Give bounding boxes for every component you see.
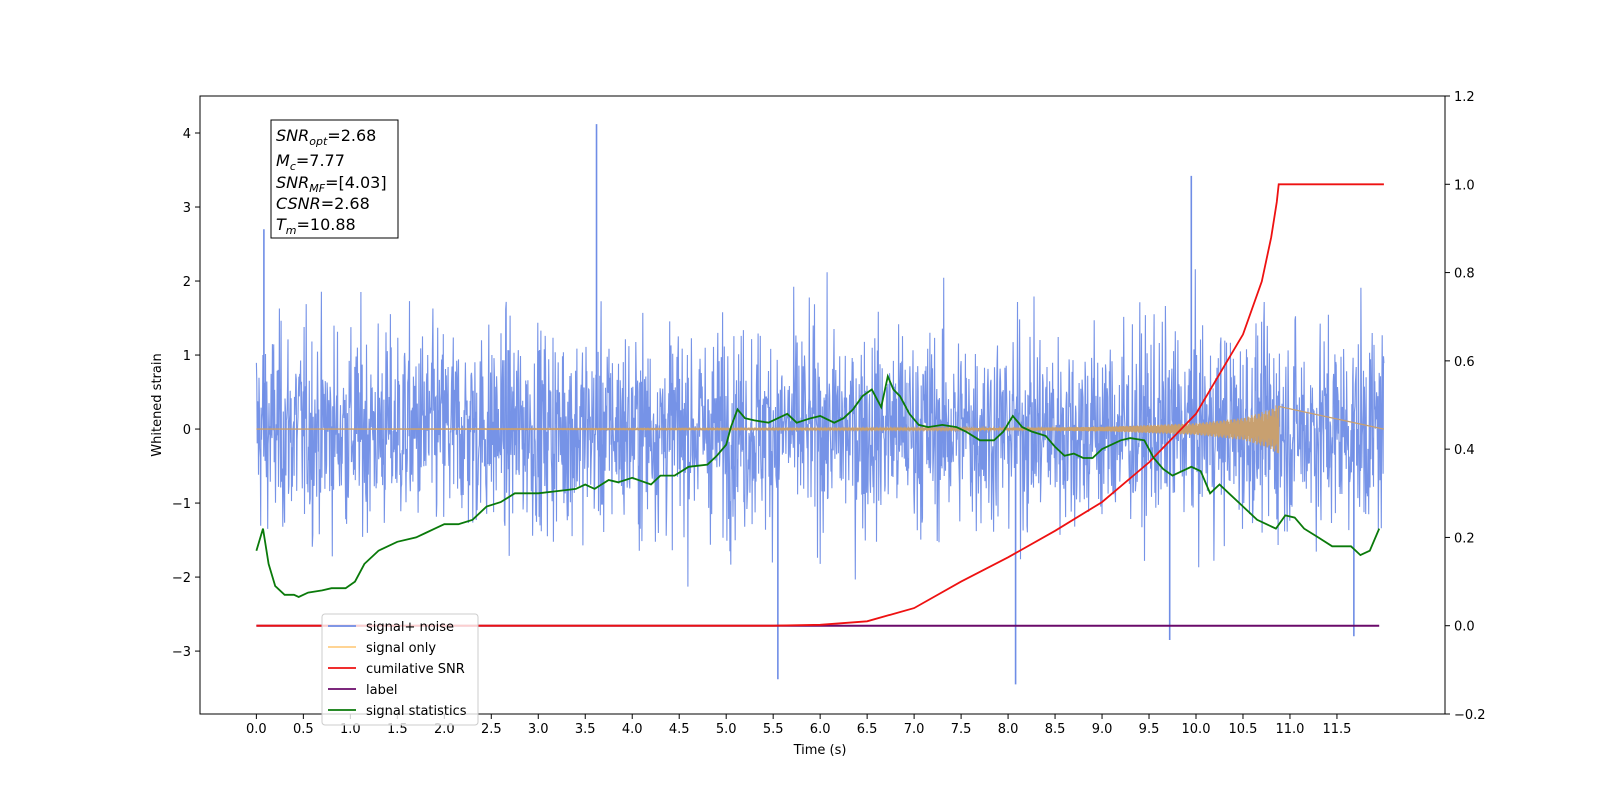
x-tick-label: 2.5 — [481, 722, 502, 737]
y-axis-label: Whitened strain — [150, 353, 165, 456]
annotation-snr-mf: SNRMF=[4.03] — [276, 173, 387, 195]
y-tick-label: 2 — [183, 275, 191, 290]
y-tick-label: 0 — [183, 423, 191, 438]
x-tick-label: 11.0 — [1275, 722, 1304, 737]
x-tick-label: 5.0 — [716, 722, 737, 737]
x-tick-label: 11.5 — [1322, 722, 1351, 737]
y-tick-label: 3 — [183, 201, 191, 216]
y2-tick-label: 0.0 — [1454, 620, 1475, 635]
x-tick-label: 0.5 — [293, 722, 314, 737]
x-tick-label: 9.5 — [1139, 722, 1160, 737]
x-tick-label: 1.0 — [340, 722, 361, 737]
y-axis-right: 1.2 1.0 0.8 0.6 0.4 0.2 0.0 −0.2 — [1445, 90, 1486, 723]
x-tick-label: 1.5 — [387, 722, 408, 737]
series-cumulative-snr — [256, 183, 1384, 627]
x-tick-label: 7.0 — [904, 722, 925, 737]
x-tick-label: 4.0 — [622, 722, 643, 737]
x-tick-label: 9.0 — [1092, 722, 1113, 737]
y2-tick-label: 1.0 — [1454, 178, 1475, 193]
x-tick-label: 6.5 — [857, 722, 878, 737]
series-signal-statistics — [255, 373, 1381, 598]
y-tick-label: 4 — [183, 127, 191, 142]
series-signal-noise — [255, 269, 1385, 587]
x-tick-label: 7.5 — [951, 722, 972, 737]
y-tick-label: −1 — [172, 497, 191, 512]
x-tick-label: 10.5 — [1229, 722, 1258, 737]
x-tick-label: 3.5 — [575, 722, 596, 737]
y2-tick-label: 0.2 — [1454, 531, 1475, 546]
y2-tick-label: −0.2 — [1454, 708, 1486, 723]
plot-area — [255, 124, 1385, 685]
y2-tick-label: 0.4 — [1454, 443, 1475, 458]
y-tick-label: 1 — [183, 349, 191, 364]
y2-tick-label: 1.2 — [1454, 90, 1475, 105]
annotation-mc: Mc=7.77 — [276, 151, 345, 173]
x-tick-label: 0.0 — [246, 722, 267, 737]
x-tick-label: 8.0 — [998, 722, 1019, 737]
stats-annotation-box: SNRopt=2.68 Mc=7.77 SNRMF=[4.03] CSNR=2.… — [270, 119, 399, 239]
x-tick-label: 2.0 — [434, 722, 455, 737]
legend-label: cumilative SNR — [366, 662, 465, 677]
annotation-tm: Tm=10.88 — [276, 215, 356, 237]
x-axis-label: Time (s) — [793, 743, 847, 758]
legend-label: signal+ noise — [366, 620, 454, 635]
legend-label: signal statistics — [366, 704, 467, 719]
x-tick-label: 3.0 — [528, 722, 549, 737]
y-axis-left: 4 3 2 1 0 −1 −2 −3 — [172, 127, 200, 660]
legend-label: label — [366, 683, 397, 698]
annotation-csnr: CSNR=2.68 — [276, 194, 370, 213]
y2-tick-label: 0.6 — [1454, 355, 1475, 370]
x-tick-label: 10.0 — [1182, 722, 1211, 737]
y-tick-label: −3 — [172, 645, 191, 660]
x-axis: 0.0 0.5 1.0 1.5 2.0 2.5 3.0 3.5 4.0 4.5 5.0 5.5 6.0 6… — [246, 714, 1351, 737]
x-tick-label: 8.5 — [1045, 722, 1066, 737]
x-tick-label: 6.0 — [810, 722, 831, 737]
x-tick-label: 5.5 — [763, 722, 784, 737]
y2-tick-label: 0.8 — [1454, 267, 1475, 282]
annotation-snr-opt: SNRopt=2.68 — [276, 126, 376, 148]
legend: signal+ noise signal only cumilative SNR la… — [321, 613, 479, 726]
x-tick-label: 4.5 — [669, 722, 690, 737]
y-tick-label: −2 — [172, 571, 191, 586]
legend-label: signal only — [366, 641, 436, 656]
series-signal-only — [256, 405, 1385, 454]
axes-frame — [199, 95, 1446, 715]
